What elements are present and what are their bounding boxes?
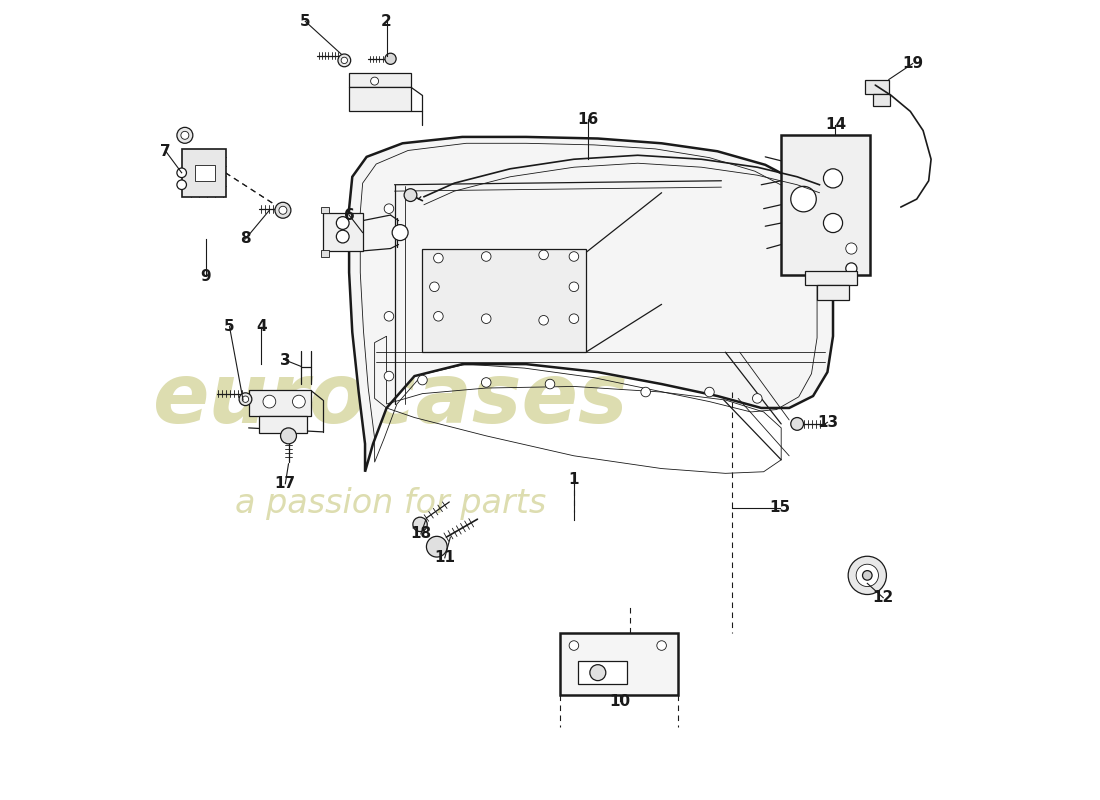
Circle shape [569, 641, 579, 650]
Circle shape [815, 182, 826, 194]
Circle shape [848, 556, 887, 594]
Circle shape [404, 189, 417, 202]
Circle shape [177, 127, 192, 143]
Circle shape [242, 396, 249, 402]
Text: 6: 6 [343, 207, 354, 222]
Text: 8: 8 [240, 231, 251, 246]
Circle shape [539, 250, 549, 260]
Bar [258, 416, 307, 434]
Bar [321, 250, 329, 257]
Circle shape [263, 395, 276, 408]
Circle shape [392, 225, 408, 241]
Circle shape [546, 379, 554, 389]
Circle shape [824, 169, 843, 188]
Circle shape [846, 243, 857, 254]
Polygon shape [349, 137, 833, 472]
Circle shape [433, 254, 443, 263]
Bar [322, 213, 363, 251]
Bar [781, 135, 870, 275]
Circle shape [430, 282, 439, 291]
Circle shape [239, 393, 252, 406]
Circle shape [371, 77, 378, 85]
Bar [422, 249, 586, 352]
Text: 12: 12 [872, 590, 894, 606]
Circle shape [338, 54, 351, 66]
Circle shape [384, 311, 394, 321]
Circle shape [280, 428, 297, 444]
Text: 14: 14 [825, 118, 846, 133]
Bar [249, 390, 311, 416]
Bar [349, 73, 411, 87]
Circle shape [641, 387, 650, 397]
Text: a passion for parts: a passion for parts [235, 487, 547, 520]
Circle shape [177, 168, 187, 178]
Text: 5: 5 [224, 319, 234, 334]
Circle shape [752, 394, 762, 403]
Circle shape [433, 311, 443, 321]
Circle shape [337, 217, 349, 230]
Circle shape [412, 517, 427, 531]
Text: 3: 3 [280, 353, 290, 368]
Circle shape [293, 395, 306, 408]
Circle shape [341, 57, 348, 63]
Circle shape [590, 665, 606, 681]
Circle shape [279, 206, 287, 214]
Circle shape [275, 202, 290, 218]
Text: 1: 1 [569, 472, 580, 487]
Bar [873, 94, 890, 106]
Circle shape [791, 418, 803, 430]
Text: 4: 4 [256, 319, 266, 334]
Text: 15: 15 [769, 500, 790, 515]
Bar [817, 286, 849, 299]
Circle shape [482, 252, 491, 262]
Circle shape [539, 315, 549, 325]
Bar [578, 662, 627, 684]
Bar [560, 633, 678, 695]
Circle shape [705, 387, 714, 397]
Bar [349, 87, 411, 111]
Text: 11: 11 [434, 550, 455, 566]
Bar [865, 79, 889, 94]
Circle shape [418, 375, 427, 385]
Text: 18: 18 [410, 526, 431, 542]
Circle shape [427, 536, 448, 557]
Circle shape [482, 314, 491, 323]
Text: 17: 17 [275, 476, 296, 491]
Circle shape [337, 230, 349, 243]
Text: eurocases: eurocases [153, 359, 628, 441]
Circle shape [384, 204, 394, 214]
Circle shape [824, 214, 843, 233]
Circle shape [482, 378, 491, 387]
Text: 16: 16 [578, 112, 598, 127]
Text: 10: 10 [609, 694, 630, 709]
Circle shape [569, 252, 579, 262]
Bar [195, 165, 216, 181]
Circle shape [846, 263, 857, 274]
Text: 2: 2 [382, 14, 392, 29]
Text: 19: 19 [902, 56, 923, 71]
Circle shape [384, 371, 394, 381]
Circle shape [385, 54, 396, 64]
Text: 5: 5 [300, 14, 310, 29]
Circle shape [569, 282, 579, 291]
Circle shape [856, 564, 879, 586]
Circle shape [180, 131, 189, 139]
Circle shape [657, 641, 667, 650]
Circle shape [862, 570, 872, 580]
Circle shape [177, 180, 187, 190]
Bar [321, 207, 329, 214]
Text: 13: 13 [817, 415, 838, 430]
Text: 7: 7 [161, 144, 172, 158]
Circle shape [791, 186, 816, 212]
Circle shape [569, 314, 579, 323]
Text: 9: 9 [200, 269, 211, 284]
Bar [805, 271, 857, 286]
Bar [182, 149, 225, 197]
